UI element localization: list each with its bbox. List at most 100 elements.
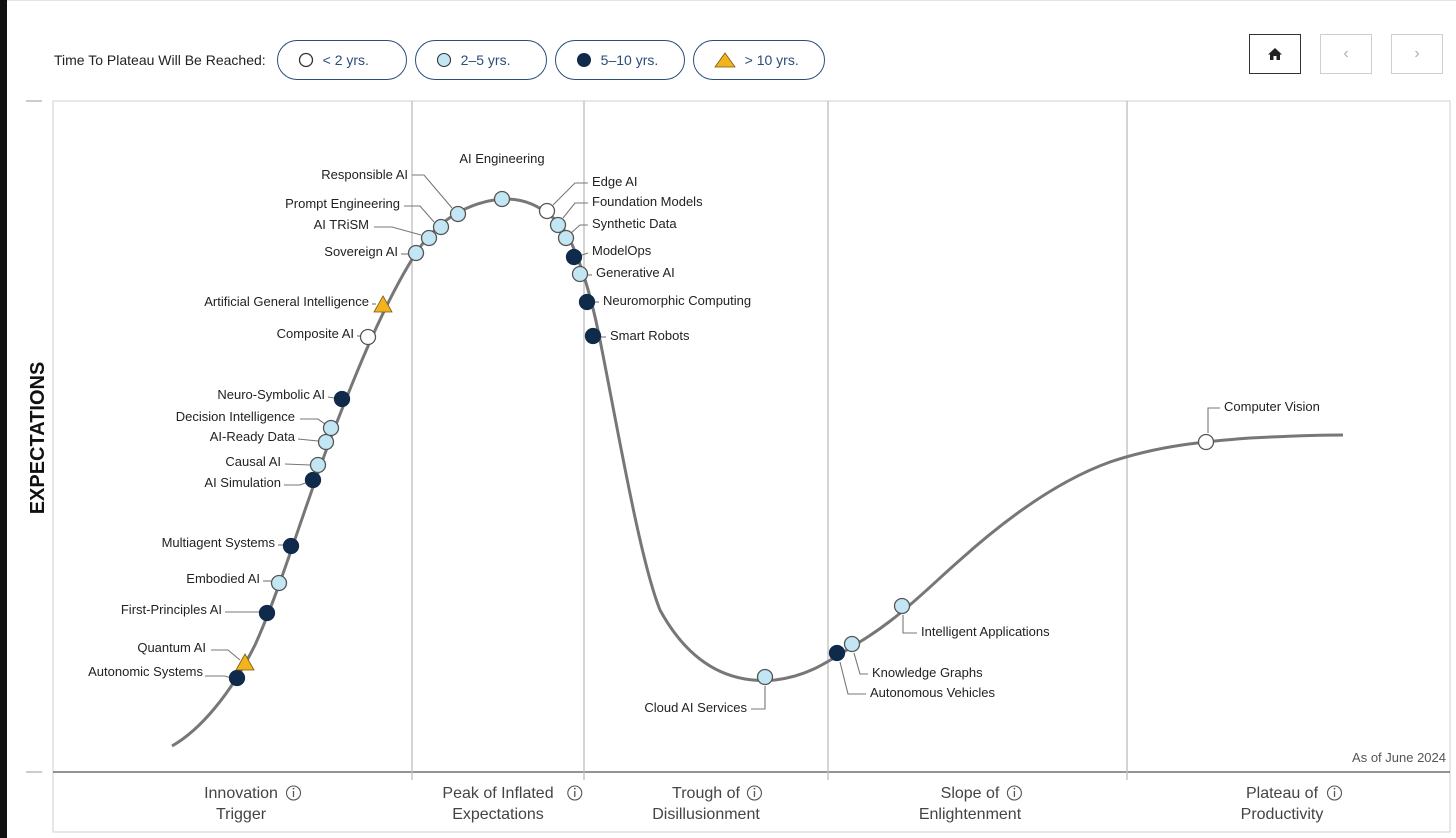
label-autonomic-systems: Autonomic Systems <box>88 664 203 679</box>
leader-decision-intelligence <box>300 418 326 425</box>
label-composite-ai: Composite AI <box>277 326 354 341</box>
label-decision-intelligence: Decision Intelligence <box>176 409 295 424</box>
label-neuro-symbolic-ai: Neuro-Symbolic AI <box>217 387 325 402</box>
marker-modelops[interactable] <box>565 248 583 266</box>
previous-button[interactable]: ‹ <box>1320 34 1372 74</box>
marker-smart-robots[interactable] <box>584 327 602 345</box>
legend-filter-over-10-yrs[interactable]: > 10 yrs. <box>692 40 825 80</box>
legend-label-5-10-yrs: 5–10 yrs. <box>600 52 659 68</box>
marker-prompt-engineering[interactable] <box>432 218 450 236</box>
label-ai-simulation: AI Simulation <box>204 475 281 490</box>
marker-synthetic-data[interactable] <box>557 229 575 247</box>
label-quantum-ai: Quantum AI <box>137 640 206 655</box>
marker-intelligent-applications[interactable] <box>893 597 911 615</box>
marker-ai-engineering[interactable] <box>493 190 511 208</box>
leader-computer-vision <box>1207 407 1220 433</box>
label-synthetic-data: Synthetic Data <box>592 216 677 231</box>
label-multiagent-systems: Multiagent Systems <box>162 535 276 550</box>
info-icon[interactable] <box>1006 785 1022 801</box>
next-button[interactable]: › <box>1391 34 1443 74</box>
marker-autonomous-vehicles[interactable] <box>828 644 846 662</box>
phase-line1: Peak of Inflated <box>442 785 553 802</box>
legend-label-over-10-yrs: > 10 yrs. <box>744 52 799 68</box>
home-button[interactable] <box>1249 34 1301 74</box>
leader-intelligent-applications <box>902 615 917 634</box>
marker-quantum-ai[interactable] <box>235 653 255 671</box>
label-causal-ai: Causal AI <box>225 454 281 469</box>
phase-line2: Productivity <box>1241 806 1324 823</box>
label-first-principles-ai: First-Principles AI <box>121 602 222 617</box>
marker-autonomic-systems[interactable] <box>228 669 246 687</box>
phase-plateau-of-productivity: Plateau of Productivity <box>1241 785 1343 823</box>
leader-edge-ai <box>552 182 588 206</box>
hype-curve <box>171 197 1344 748</box>
marker-decision-intelligence[interactable] <box>322 419 340 437</box>
marker-multiagent-systems[interactable] <box>282 537 300 555</box>
marker-responsible-ai[interactable] <box>449 205 467 223</box>
label-neuromorphic-computing: Neuromorphic Computing <box>603 293 751 308</box>
marker-neuro-symbolic-ai[interactable] <box>333 390 351 408</box>
phase-slope-of-enlightenment: Slope of Enlightenment <box>919 785 1022 823</box>
technology-labels: Autonomic Systems Quantum AI First-Princip… <box>88 151 1320 715</box>
leader-modelops <box>581 252 589 256</box>
phase-line1: Plateau of <box>1246 785 1319 802</box>
label-smart-robots: Smart Robots <box>610 328 690 343</box>
info-icon[interactable] <box>1326 785 1343 801</box>
label-artificial-general-intelligence: Artificial General Intelligence <box>204 294 369 309</box>
leader-foundation-models <box>562 202 588 219</box>
label-ai-trism: AI TRiSM <box>314 217 369 232</box>
legend-filter-under-2-yrs[interactable]: < 2 yrs. <box>276 40 407 80</box>
label-ai-ready-data: AI-Ready Data <box>210 429 296 444</box>
plot-area-border <box>52 100 1451 833</box>
marker-ai-simulation[interactable] <box>304 471 322 489</box>
label-intelligent-applications: Intelligent Applications <box>921 624 1050 639</box>
chart-frame <box>26 100 1451 833</box>
phase-trough-of-disillusionment: Trough of Disillusionment <box>652 785 763 823</box>
phase-line2: Trigger <box>216 806 267 823</box>
marker-sovereign-ai[interactable] <box>407 244 425 262</box>
leader-causal-ai <box>284 463 311 466</box>
marker-knowledge-graphs[interactable] <box>843 635 861 653</box>
phase-line2: Enlightenment <box>919 806 1022 823</box>
chevron-right-icon: › <box>1414 45 1420 62</box>
leader-ai-ready-data <box>297 438 319 442</box>
marker-edge-ai[interactable] <box>538 202 556 220</box>
leader-prompt-engineering <box>404 205 435 223</box>
marker-generative-ai[interactable] <box>571 265 589 283</box>
marker-artificial-general-intelligence[interactable] <box>373 295 393 313</box>
marker-neuromorphic-computing[interactable] <box>578 293 596 311</box>
leader-autonomic-systems <box>205 675 232 679</box>
legend-label-2-5-yrs: 2–5 yrs. <box>460 52 511 68</box>
leader-quantum-ai <box>211 649 241 661</box>
label-edge-ai: Edge AI <box>592 174 638 189</box>
marker-causal-ai[interactable] <box>309 456 327 474</box>
label-responsible-ai: Responsible AI <box>321 167 408 182</box>
label-embodied-ai: Embodied AI <box>186 571 260 586</box>
legend-filter-2-5-yrs[interactable]: 2–5 yrs. <box>414 40 547 80</box>
label-leaders <box>205 174 1220 710</box>
leader-responsible-ai <box>412 174 453 209</box>
label-foundation-models: Foundation Models <box>592 194 703 209</box>
label-prompt-engineering: Prompt Engineering <box>285 196 400 211</box>
info-icon[interactable] <box>285 785 302 801</box>
leader-ai-trism <box>374 226 422 236</box>
marker-embodied-ai[interactable] <box>270 574 288 592</box>
phase-line2: Expectations <box>452 806 544 823</box>
marker-composite-ai[interactable] <box>359 328 377 346</box>
marker-foundation-models[interactable] <box>549 216 567 234</box>
label-autonomous-vehicles: Autonomous Vehicles <box>870 685 996 700</box>
marker-ai-ready-data[interactable] <box>317 433 335 451</box>
label-ai-engineering: AI Engineering <box>459 151 544 166</box>
info-icon[interactable] <box>567 785 583 801</box>
phase-line1: Slope of <box>941 785 1000 802</box>
info-icon[interactable] <box>746 785 763 801</box>
marker-cloud-ai-services[interactable] <box>756 668 774 686</box>
leader-cloud-ai-services <box>751 686 766 710</box>
marker-computer-vision[interactable] <box>1197 433 1215 451</box>
marker-ai-trism[interactable] <box>420 229 438 247</box>
leader-neuro-symbolic-ai <box>327 396 335 399</box>
marker-first-principles-ai[interactable] <box>258 604 276 622</box>
legend-filter-5-10-yrs[interactable]: 5–10 yrs. <box>554 40 685 80</box>
chevron-left-icon: ‹ <box>1343 45 1349 62</box>
